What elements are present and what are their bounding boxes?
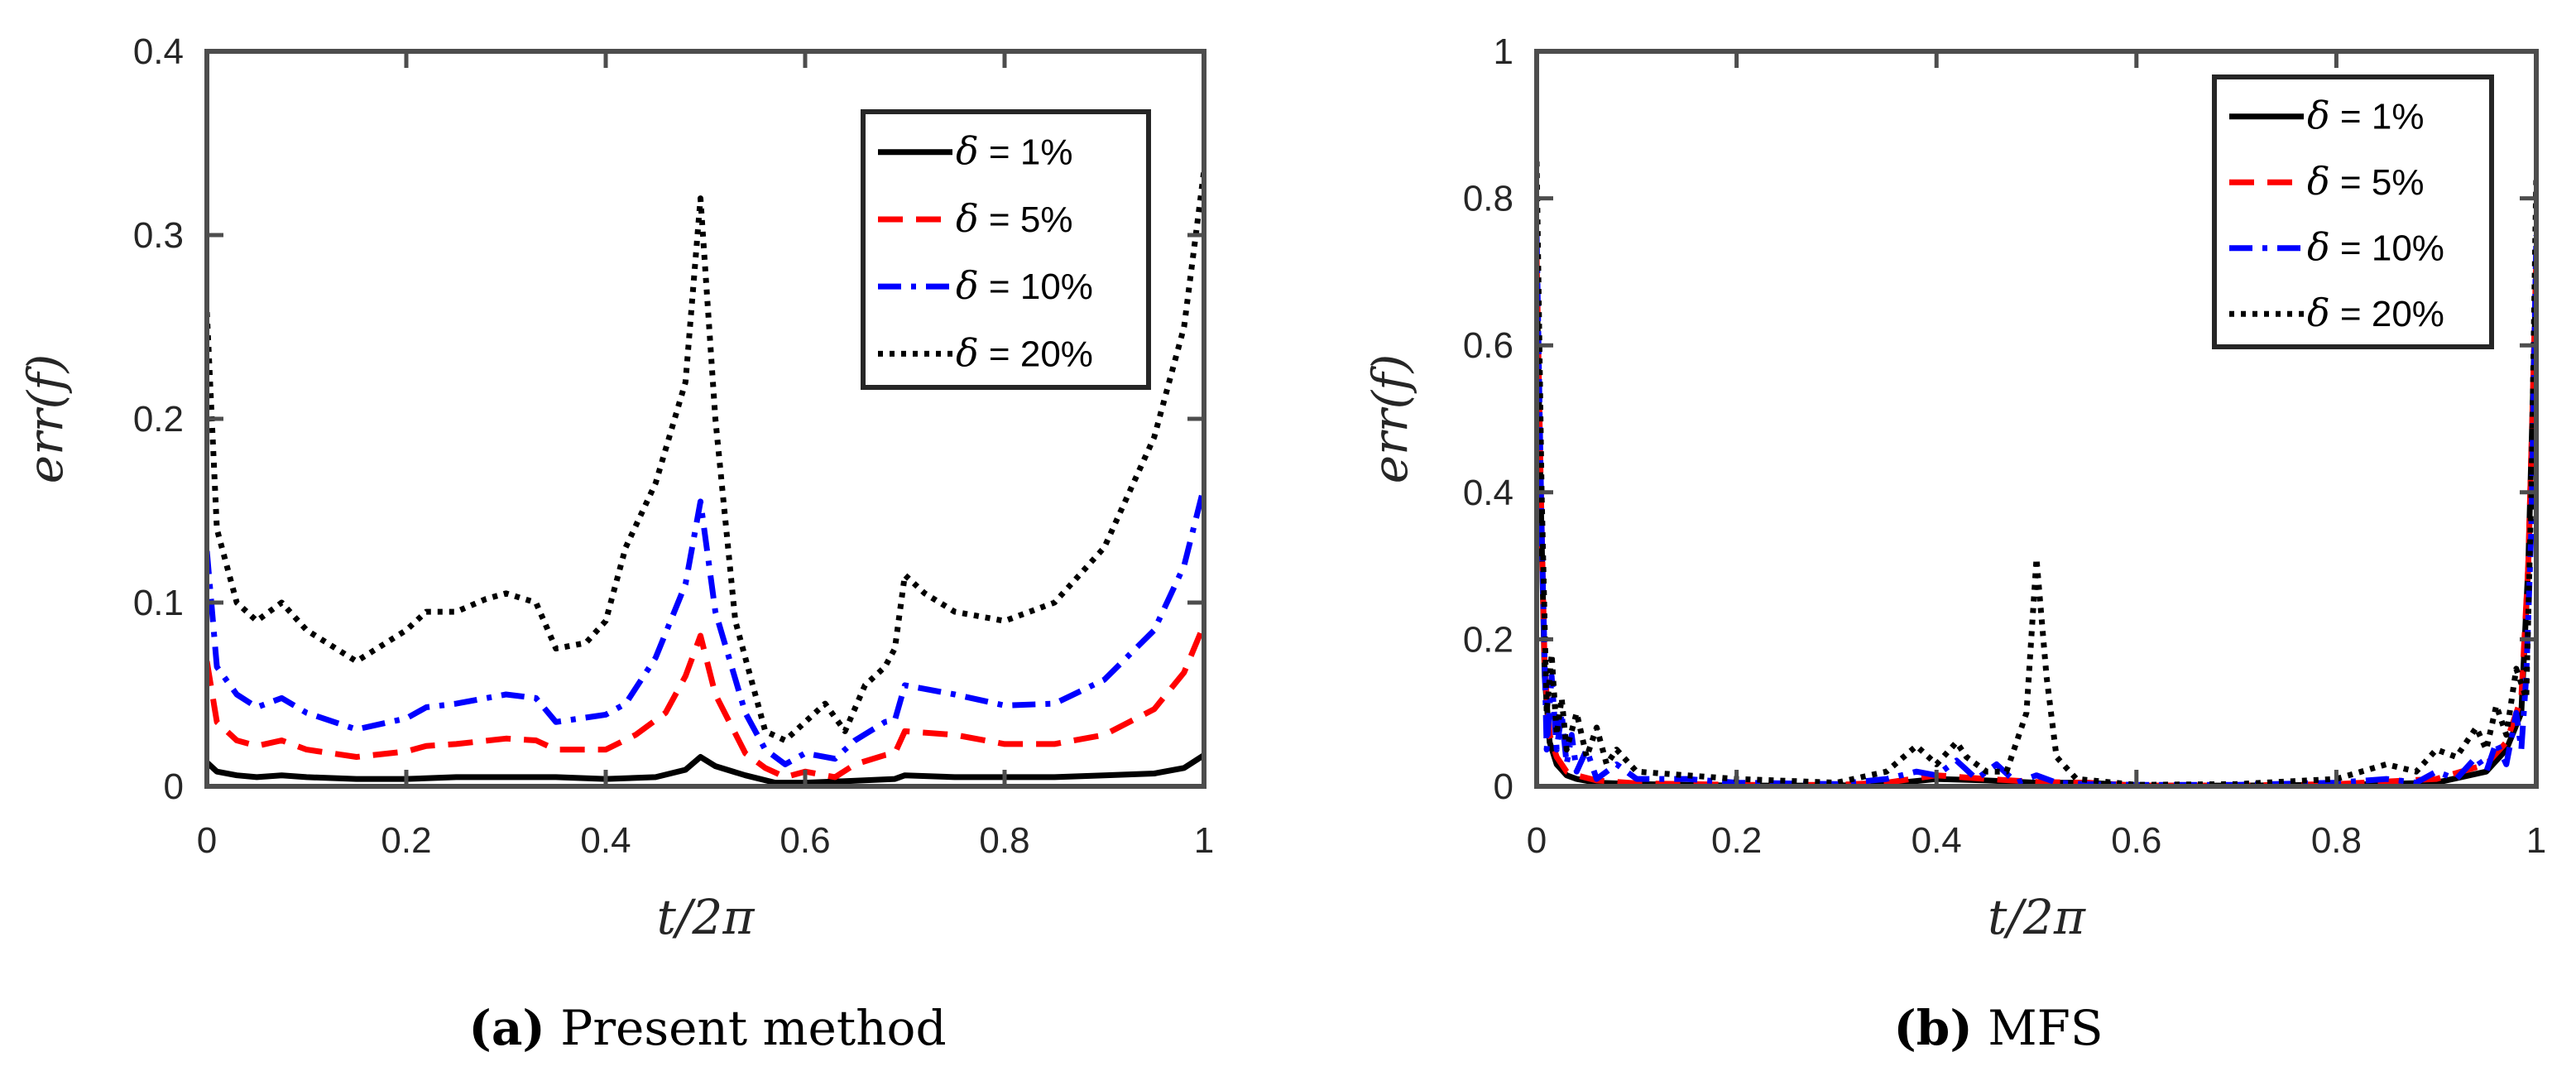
legend: δ = 1%δ = 5%δ = 10%δ = 20%	[861, 109, 1151, 390]
series-line-4	[207, 170, 1204, 743]
legend-entry-4: δ = 20%	[956, 330, 1093, 375]
series-line-2	[207, 623, 1204, 781]
legend-entry-2: δ = 5%	[956, 196, 1072, 241]
legend-label: = 5%	[979, 199, 1073, 240]
legend-label: = 20%	[2330, 294, 2444, 334]
legend-label: = 1%	[2330, 97, 2425, 137]
caption-space	[545, 1000, 560, 1056]
x-tick-label: 0	[197, 820, 217, 861]
legend-label: = 20%	[979, 334, 1093, 374]
legend-entry-3: δ = 10%	[956, 263, 1093, 308]
x-tick-label: 0.8	[2311, 820, 2362, 861]
x-tick-label: 0.8	[979, 820, 1029, 861]
chart-panel-a: 0 0.2 0.4 0.6 0.8 1 0 0.1 0.2 0.3 0.4 t/2π err(f) δ =…	[17, 31, 1214, 1056]
legend-box	[2212, 74, 2494, 349]
x-tick-label: 0.2	[1711, 820, 1762, 861]
legend-entry-3: δ = 10%	[2307, 225, 2444, 270]
y-tick-label: 0.4	[1463, 473, 1513, 513]
y-tick-label: 0.2	[1463, 619, 1513, 660]
x-axis-label: t/2π	[657, 889, 756, 945]
legend-symbol: δ	[2307, 225, 2330, 270]
legend-entry-2: δ = 5%	[2307, 159, 2424, 204]
legend-entry-1: δ = 1%	[956, 129, 1072, 174]
panel-caption: (a) Present method	[468, 1000, 946, 1056]
x-tick-label: 0.4	[1912, 820, 1962, 861]
x-tick-label: 0.6	[780, 820, 830, 861]
series-line-2	[1537, 257, 2536, 786]
x-tick-label: 0.4	[580, 820, 631, 861]
caption-letter: (a)	[468, 1000, 544, 1056]
series-line-3	[207, 486, 1204, 767]
y-axis-label: err(f)	[1362, 354, 1418, 484]
caption-space	[1973, 1000, 1988, 1056]
legend-label: = 10%	[2330, 228, 2444, 269]
legend-label: = 1%	[979, 132, 1073, 173]
caption-text: MFS	[1988, 1000, 2103, 1056]
legend-symbol: δ	[956, 330, 979, 375]
legend-label: = 10%	[979, 267, 1093, 307]
legend-entry-1: δ = 1%	[2307, 94, 2424, 138]
y-tick-label: 0.8	[1463, 179, 1513, 219]
y-tick-label: 0.4	[133, 31, 184, 72]
y-axis-label: err(f)	[17, 354, 74, 484]
series-group	[1537, 161, 2536, 786]
legend-symbol: δ	[956, 129, 979, 174]
caption-letter: (b)	[1893, 1000, 1972, 1056]
series-line-4	[1537, 161, 2536, 786]
x-tick-label: 1	[2526, 820, 2546, 861]
x-axis-label: t/2π	[1988, 889, 2086, 945]
y-tick-label: 0.1	[133, 583, 184, 623]
y-tick-label: 1	[1494, 31, 1513, 72]
legend-symbol: δ	[2307, 94, 2330, 138]
y-tick-label: 0.3	[133, 215, 184, 256]
legend-symbol: δ	[2307, 159, 2330, 204]
x-tick-label: 1	[1194, 820, 1214, 861]
y-tick-label: 0.2	[133, 399, 184, 440]
x-tick-label: 0	[1527, 820, 1547, 861]
y-tick-label: 0	[1494, 766, 1513, 807]
y-tick-label: 0.6	[1463, 325, 1513, 366]
panel-caption: (b) MFS	[1893, 1000, 2103, 1056]
legend-symbol: δ	[2307, 291, 2330, 335]
x-tick-label: 0.6	[2111, 820, 2161, 861]
axes-box	[1534, 49, 2539, 789]
y-tick-label: 0	[164, 766, 184, 807]
series-line-1	[207, 752, 1204, 786]
legend-entry-4: δ = 20%	[2307, 291, 2444, 335]
x-tick-label: 0.2	[381, 820, 431, 861]
legend-box	[861, 109, 1151, 390]
series-group	[207, 170, 1204, 786]
chart-panel-b: 0 0.2 0.4 0.6 0.8 1 0 0.2 0.4 0.6 0.8 1 t/2π err(f) δ …	[1362, 31, 2546, 1056]
caption-text: Present method	[560, 1000, 946, 1056]
legend-label: = 5%	[2330, 162, 2425, 203]
legend: δ = 1%δ = 5%δ = 10%δ = 20%	[2212, 74, 2494, 349]
legend-symbol: δ	[956, 196, 979, 241]
legend-symbol: δ	[956, 263, 979, 308]
